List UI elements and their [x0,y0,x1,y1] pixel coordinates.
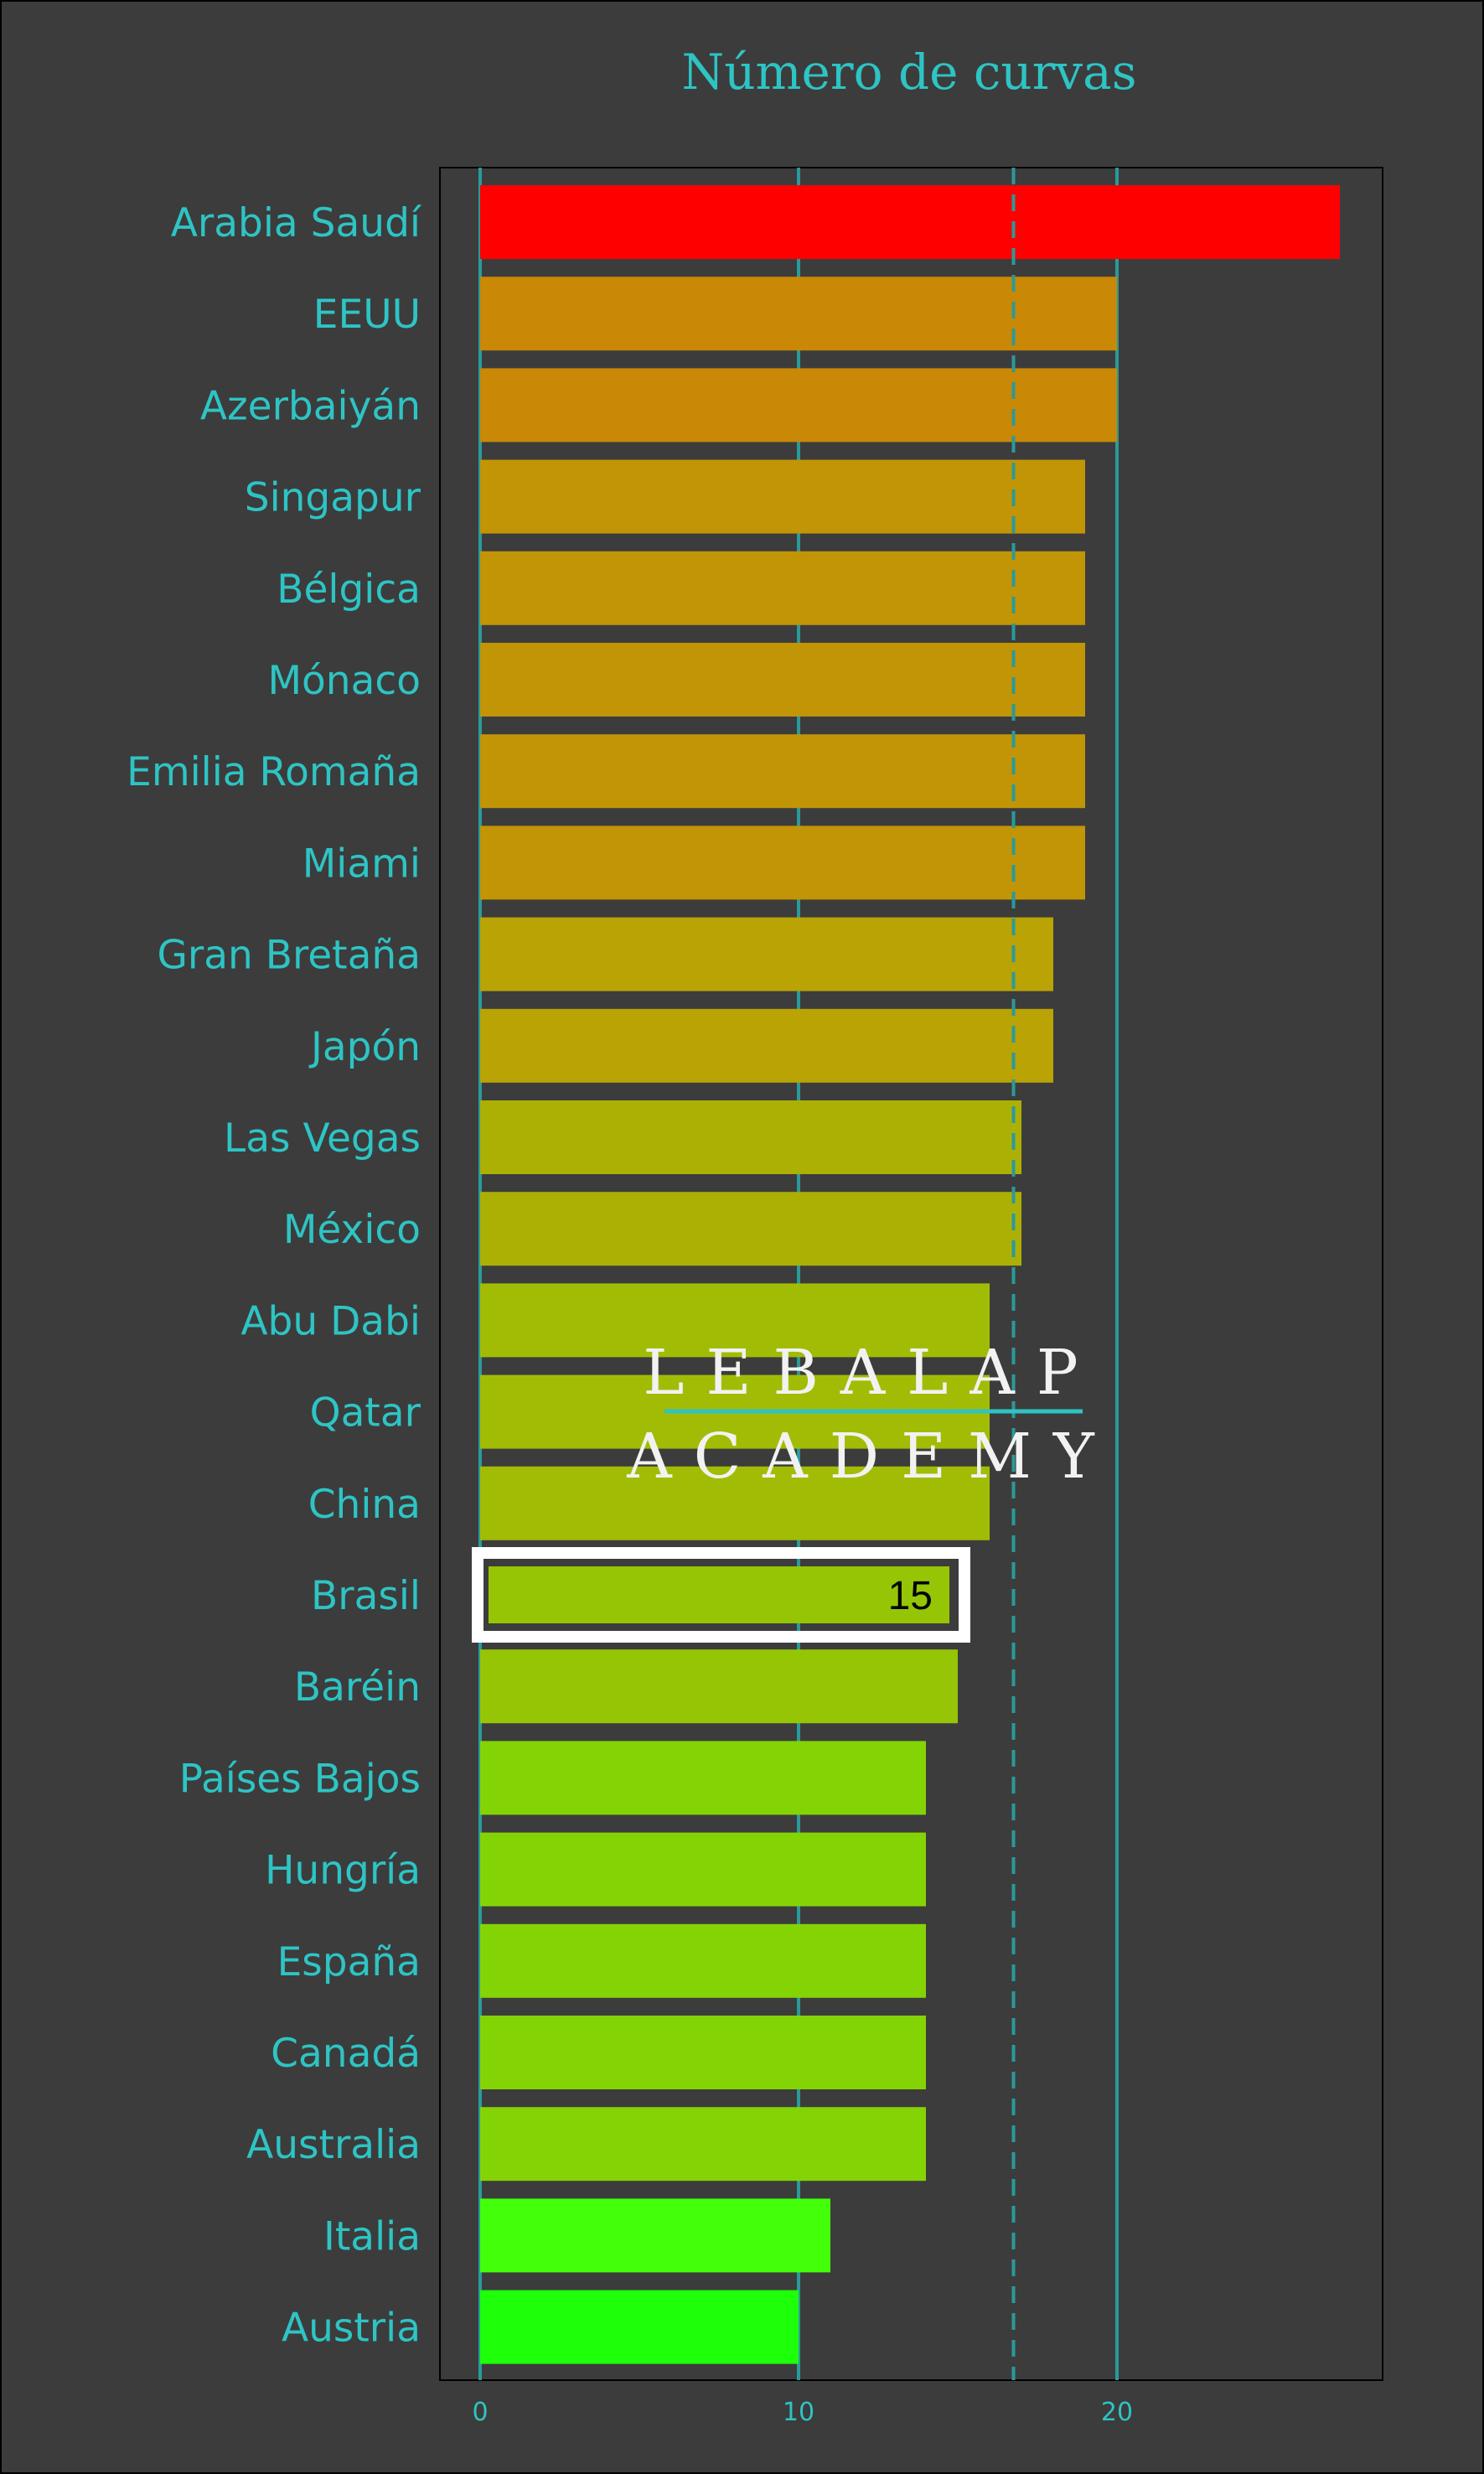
bar-Países Bajos [480,1741,926,1815]
category-label: Miami [302,841,421,887]
watermark: LEBALAP ACADEMY [626,1337,1115,1493]
category-labels: Arabia Saudí EEUU Azerbaiyán Singapur Bélgic… [127,200,422,2352]
category-label: Brasil [311,1573,421,1619]
bar-Baréin [480,1649,958,1724]
category-label: China [308,1482,421,1528]
category-label: Hungría [265,1848,421,1894]
bar-Japón [480,1008,1053,1083]
bar-España [480,1923,926,1998]
bar-Austria [480,2290,799,2364]
category-label: Qatar [310,1390,421,1436]
highlight-group: 15 [472,1547,970,1643]
bar-Abu Dabi [480,1283,990,1358]
bar-Emilia Romaña [480,734,1085,809]
plot-area [439,167,1383,2381]
category-label: Arabia Saudí [171,200,422,246]
bar-China [480,1466,990,1540]
highlight-box [472,1547,970,1643]
category-label: Canadá [271,2031,421,2077]
bar-Azerbaiyán [480,368,1117,443]
category-label: Singapur [245,475,421,521]
category-label: Japón [308,1024,421,1070]
category-label: EEUU [313,292,421,338]
category-label: México [283,1207,421,1253]
bar-Bélgica [480,551,1085,625]
bar-Australia [480,2107,926,2182]
category-label: Emilia Romaña [127,749,421,795]
category-label: Países Bajos [179,1756,421,1802]
category-label: Mónaco [268,658,421,704]
category-label: Baréin [294,1664,421,1711]
bar-Arabia Saudí [480,185,1340,259]
x-tick-label: 0 [472,2398,488,2427]
chart-title: Número de curvas [681,44,1136,101]
highlight-value-label: 15 [888,1574,933,1618]
bar-Hungría [480,1832,926,1907]
category-label: Las Vegas [224,1115,421,1162]
category-label: Australia [246,2122,421,2168]
bar-Brasil [489,1566,949,1623]
category-label: Gran Bretaña [157,933,421,979]
bar-Mónaco [480,643,1085,717]
bar-Italia [480,2198,830,2273]
x-tick-labels: 0 10 20 [472,2398,1133,2427]
grid-lines [478,168,1119,2380]
category-label: Azerbaiyán [200,383,421,429]
watermark-line2: ACADEMY [626,1421,1115,1493]
bar-México [480,1192,1021,1266]
category-label: España [277,1939,421,1985]
category-label: Abu Dabi [240,1298,421,1344]
bars [480,185,1340,2364]
x-tick-label: 10 [783,2398,814,2427]
x-tick-label: 20 [1101,2398,1133,2427]
bar-Miami [480,826,1085,900]
bar-EEUU [480,277,1117,351]
bar-Gran Bretaña [480,917,1053,991]
watermark-line1: LEBALAP [643,1337,1099,1409]
category-label: Bélgica [277,567,421,613]
bar-Singapur [480,459,1085,534]
category-label: Italia [323,2213,421,2259]
bar-Las Vegas [480,1100,1021,1174]
bar-Canadá [480,2016,926,2089]
category-label: Austria [282,2306,421,2352]
